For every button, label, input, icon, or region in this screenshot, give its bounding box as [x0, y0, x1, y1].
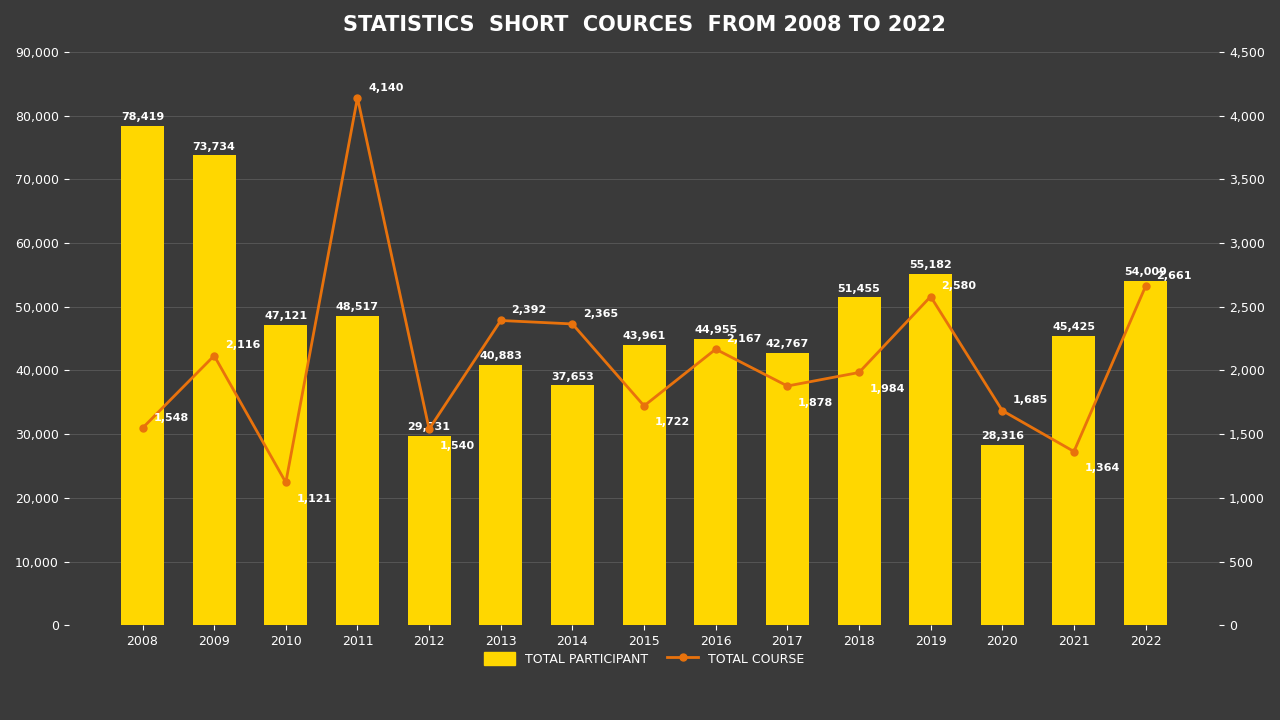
Text: 73,734: 73,734: [193, 142, 236, 152]
Text: 1,984: 1,984: [869, 384, 905, 394]
Text: 48,517: 48,517: [335, 302, 379, 312]
Legend: TOTAL PARTICIPANT, TOTAL COURSE: TOTAL PARTICIPANT, TOTAL COURSE: [479, 647, 809, 671]
Text: 42,767: 42,767: [765, 339, 809, 349]
Bar: [335, 316, 379, 626]
Text: 55,182: 55,182: [909, 260, 952, 270]
Text: 1,540: 1,540: [440, 441, 475, 451]
Bar: [550, 385, 594, 626]
Text: 2,392: 2,392: [512, 305, 547, 315]
Text: 37,653: 37,653: [550, 372, 594, 382]
Text: 40,883: 40,883: [479, 351, 522, 361]
Bar: [1052, 336, 1096, 626]
Bar: [694, 339, 737, 626]
Text: 78,419: 78,419: [120, 112, 164, 122]
Text: 45,425: 45,425: [1052, 322, 1096, 332]
Bar: [765, 353, 809, 626]
Text: 2,116: 2,116: [225, 341, 260, 351]
Bar: [1124, 282, 1167, 626]
Bar: [980, 445, 1024, 626]
Text: 1,121: 1,121: [297, 494, 332, 504]
Text: 1,722: 1,722: [655, 418, 690, 428]
Title: STATISTICS  SHORT  COURCES  FROM 2008 TO 2022: STATISTICS SHORT COURCES FROM 2008 TO 20…: [343, 15, 946, 35]
Text: 28,316: 28,316: [980, 431, 1024, 441]
Bar: [837, 297, 881, 626]
Text: 4,140: 4,140: [369, 83, 403, 92]
Text: 1,548: 1,548: [154, 413, 188, 423]
Bar: [479, 365, 522, 626]
Text: 2,365: 2,365: [584, 309, 618, 319]
Bar: [407, 436, 451, 626]
Text: 29,731: 29,731: [407, 422, 451, 432]
Bar: [193, 156, 236, 626]
Text: 43,961: 43,961: [622, 331, 666, 341]
Text: 51,455: 51,455: [837, 284, 881, 294]
Bar: [622, 345, 666, 626]
Bar: [122, 125, 164, 626]
Bar: [265, 325, 307, 626]
Text: 1,878: 1,878: [799, 397, 833, 408]
Bar: [909, 274, 952, 626]
Text: 2,661: 2,661: [1156, 271, 1192, 281]
Text: 2,580: 2,580: [941, 282, 977, 292]
Text: 44,955: 44,955: [694, 325, 737, 335]
Text: 2,167: 2,167: [727, 334, 762, 344]
Text: 1,685: 1,685: [1012, 395, 1048, 405]
Text: 47,121: 47,121: [264, 311, 307, 321]
Text: 54,009: 54,009: [1124, 267, 1167, 277]
Text: 1,364: 1,364: [1084, 463, 1120, 473]
